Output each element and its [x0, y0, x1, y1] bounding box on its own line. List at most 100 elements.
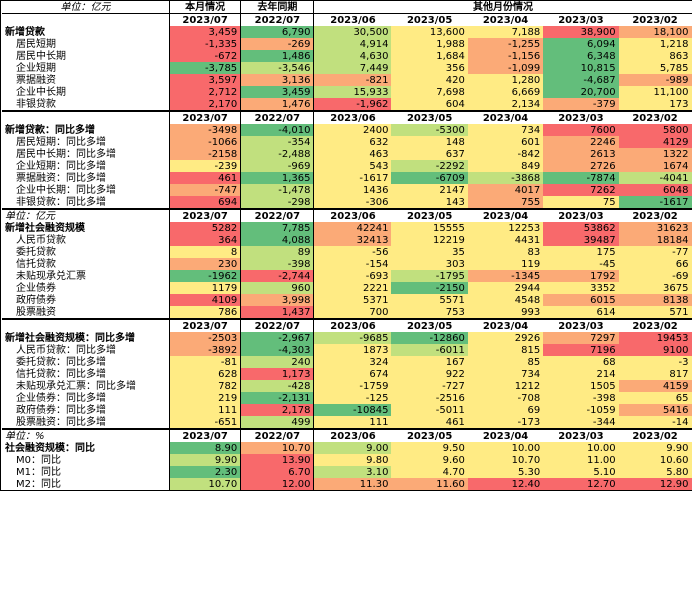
data-cell: 12.90 — [618, 478, 692, 490]
data-cell: 148 — [391, 136, 468, 148]
data-cell: -12860 — [391, 332, 468, 344]
data-cell: 11.30 — [313, 478, 392, 490]
data-cell: 6.70 — [240, 466, 314, 478]
data-cell: -10845 — [313, 404, 392, 416]
data-cell: 2613 — [543, 148, 619, 160]
data-cell: 1212 — [467, 380, 544, 392]
data-cell: -2,131 — [240, 392, 314, 404]
data-cell: -672 — [168, 50, 241, 62]
column-period-header: 2023/05 — [391, 13, 468, 26]
data-cell: 960 — [240, 282, 314, 294]
data-cell: 499 — [240, 416, 314, 429]
row-label: 票据融资 — [16, 74, 56, 86]
data-cell: -1059 — [543, 404, 619, 416]
column-period-header: 2023/02 — [618, 208, 692, 222]
table-row: 企业中长期：同比多增 -747 -1,478 1436 2147 4017 7262 6048… — [2, 184, 692, 196]
row-label: M1：同比 — [16, 466, 61, 478]
data-cell: 2,178 — [240, 404, 314, 416]
data-cell: -6011 — [391, 344, 468, 356]
data-cell: -239 — [168, 160, 241, 172]
data-cell: 604 — [391, 98, 468, 111]
column-period-header: 2023/02 — [618, 13, 692, 26]
data-cell: -306 — [313, 196, 392, 209]
data-cell: -14 — [618, 416, 692, 429]
data-cell: 9100 — [618, 344, 692, 356]
data-cell: 9.50 — [391, 442, 468, 454]
data-cell: 83 — [467, 246, 544, 258]
data-cell: -69 — [618, 270, 692, 282]
row-label: M2：同比 — [16, 478, 61, 490]
data-cell: 1,486 — [240, 50, 314, 62]
column-period-header: 2023/06 — [313, 318, 392, 332]
data-cell: 815 — [467, 344, 544, 356]
row-label: 社会融资规模：同比 — [5, 442, 95, 454]
data-cell: -1066 — [168, 136, 241, 148]
data-cell: 12.70 — [543, 478, 619, 490]
data-cell: 32413 — [313, 234, 392, 246]
data-cell: 1505 — [543, 380, 619, 392]
data-cell: 4159 — [618, 380, 692, 392]
data-cell: 1,173 — [240, 368, 314, 380]
data-cell: 2944 — [467, 282, 544, 294]
column-period-header: 2023/04 — [467, 13, 544, 26]
data-cell: 13.90 — [240, 454, 314, 466]
data-cell: 7196 — [543, 344, 619, 356]
column-period-header: 2022/07 — [240, 13, 314, 26]
data-cell: -1,255 — [467, 38, 544, 50]
data-cell: 4.70 — [391, 466, 468, 478]
data-cell: 173 — [618, 98, 692, 111]
data-cell: -344 — [543, 416, 619, 429]
data-cell: -2503 — [168, 332, 241, 344]
data-cell: -969 — [240, 160, 314, 172]
column-period-header: 2023/03 — [543, 110, 619, 124]
data-cell: 2400 — [313, 124, 392, 136]
data-cell: 1,280 — [467, 74, 544, 86]
data-cell: 3352 — [543, 282, 619, 294]
data-cell: 8.90 — [168, 442, 241, 454]
data-cell: -5300 — [391, 124, 468, 136]
data-cell: -1,335 — [168, 38, 241, 50]
column-period-header: 2022/07 — [240, 110, 314, 124]
data-cell: 364 — [168, 234, 241, 246]
table-row: 居民中长期-6721,4864,6301,684-1,1566,3488633,… — [2, 50, 692, 62]
column-period-header: 2023/07 — [168, 110, 241, 124]
section-column-header-row: 单位：% 2023/07 2022/07 2023/06 2023/05 2023/04 2… — [2, 428, 692, 442]
data-cell: -693 — [313, 270, 392, 282]
data-cell: 11.00 — [543, 454, 619, 466]
data-cell: 1,437 — [240, 306, 314, 319]
data-table-container: 单位：亿元本月情况去年同期其他月份情况前年同期2023/072022/07202… — [0, 0, 692, 491]
row-label: M0：同比 — [16, 454, 61, 466]
data-cell: 4017 — [467, 184, 544, 196]
data-cell: 11,100 — [618, 86, 692, 98]
data-cell: 35 — [391, 246, 468, 258]
data-cell: 571 — [618, 306, 692, 319]
data-cell: 214 — [543, 368, 619, 380]
table-row: M0：同比9.9013.909.809.6010.7011.0010.606.1… — [2, 454, 692, 466]
row-label: 信托贷款 — [16, 258, 56, 270]
data-cell: -77 — [618, 246, 692, 258]
data-cell: 461 — [391, 416, 468, 429]
data-cell: 461 — [168, 172, 241, 184]
data-cell: 65 — [618, 392, 692, 404]
column-period-header: 2023/05 — [391, 428, 468, 442]
data-cell: -1,478 — [240, 184, 314, 196]
data-cell: 303 — [391, 258, 468, 270]
data-cell: -3868 — [467, 172, 544, 184]
table-row: 企业中长期 2,712 3,459 15,933 7,698 6,669 20,700 11,… — [2, 86, 692, 98]
data-cell: 12253 — [467, 222, 544, 234]
data-cell: 2.30 — [168, 466, 241, 478]
data-cell: 1,988 — [391, 38, 468, 50]
column-period-header: 2023/05 — [391, 318, 468, 332]
data-cell: 614 — [543, 306, 619, 319]
row-label: 人民币贷款 — [16, 234, 66, 246]
data-cell: 4129 — [618, 136, 692, 148]
table-row: 新增社会融资规模 5282 7,785 42241 15555 12253 53862 316… — [2, 222, 692, 234]
data-cell: 922 — [391, 368, 468, 380]
data-cell: 11.60 — [391, 478, 468, 490]
data-cell: 30,500 — [313, 26, 392, 38]
data-cell: -6709 — [391, 172, 468, 184]
